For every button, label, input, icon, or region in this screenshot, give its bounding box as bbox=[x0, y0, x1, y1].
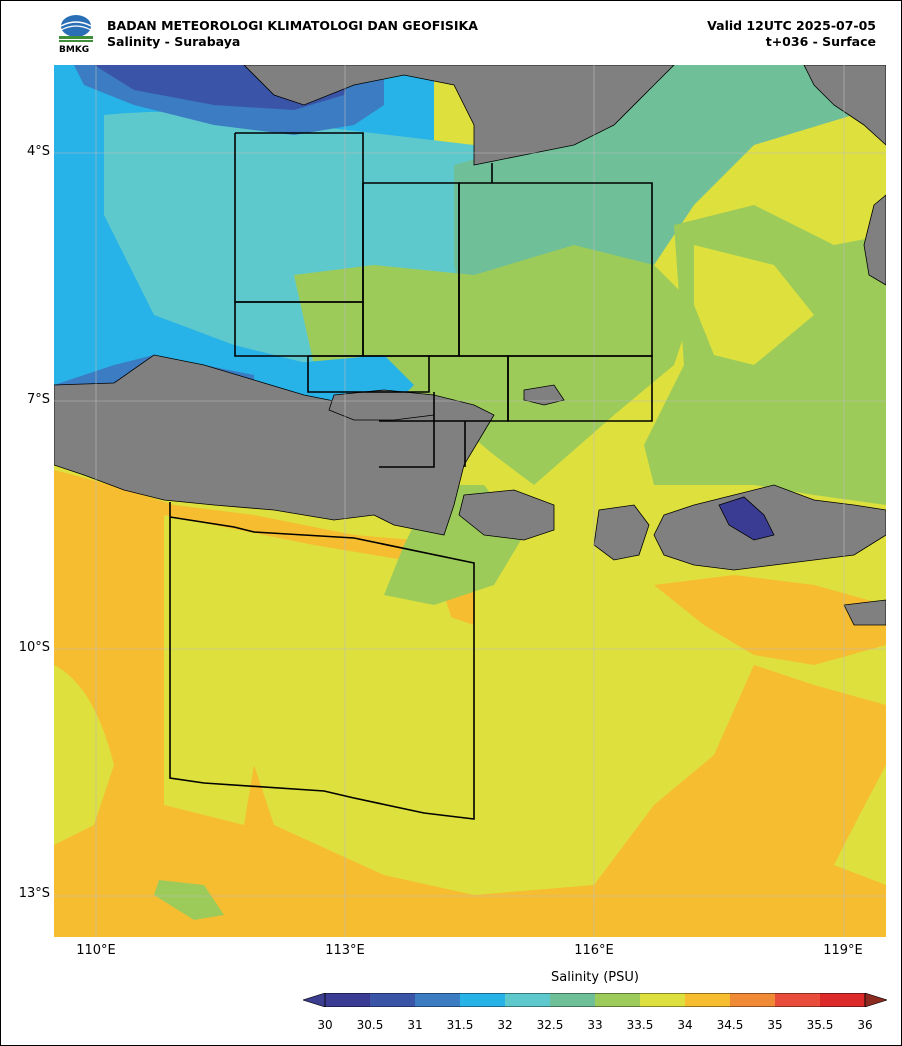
colorbar-tick-label: 31.5 bbox=[446, 1018, 474, 1032]
lon-label-110e: 110°E bbox=[76, 943, 116, 958]
colorbar-swatch bbox=[505, 993, 551, 1007]
colorbar-tick-label: 34 bbox=[677, 1018, 693, 1032]
lon-label-119e: 119°E bbox=[823, 943, 863, 958]
bmkg-logo bbox=[59, 15, 93, 42]
sea-se-orange bbox=[654, 575, 886, 665]
agency-name: BADAN METEOROLOGI KLIMATOLOGI DAN GEOFIS… bbox=[107, 18, 478, 33]
colorbar-tick-label: 30 bbox=[317, 1018, 333, 1032]
colorbar-tick-label: 33 bbox=[587, 1018, 603, 1032]
colorbar-outline bbox=[324, 993, 866, 1007]
colorbar-swatch bbox=[325, 993, 371, 1007]
land bbox=[54, 65, 886, 626]
colorbar-tick-label: 33.5 bbox=[626, 1018, 654, 1032]
land-java bbox=[54, 354, 495, 536]
colorbar-swatch bbox=[640, 993, 686, 1007]
land-madura bbox=[328, 389, 435, 421]
land-bali bbox=[458, 489, 555, 541]
graticule bbox=[54, 65, 886, 937]
colorbar-tick-label: 34.5 bbox=[716, 1018, 744, 1032]
colorbar-swatch bbox=[370, 993, 416, 1007]
region-madura bbox=[307, 355, 430, 393]
sea-south-34-ylw1 bbox=[54, 665, 114, 845]
sea-west-ylw bbox=[164, 515, 454, 825]
forecast-step: t+036 - Surface bbox=[765, 34, 876, 49]
sea-east-ylw bbox=[694, 245, 814, 365]
logo-text: BMKG bbox=[59, 45, 90, 55]
header-left: BADAN METEOROLOGI KLIMATOLOGI DAN GEOFIS… bbox=[107, 18, 478, 50]
valid-time: Valid 12UTC 2025-07-05 bbox=[707, 18, 876, 33]
sea-green-patch bbox=[154, 880, 224, 920]
land-kangean bbox=[523, 384, 565, 406]
colorbar-over-arrow bbox=[864, 993, 887, 1007]
colorbar-swatch bbox=[550, 993, 596, 1007]
lat-label-4s: 4°S bbox=[26, 144, 50, 159]
colorbar-swatch bbox=[820, 993, 866, 1007]
salinity-map bbox=[54, 65, 886, 937]
lat-label-13s: 13°S bbox=[18, 886, 50, 901]
header-right: Valid 12UTC 2025-07-05 t+036 - Surface bbox=[707, 18, 876, 50]
map-subtitle: Salinity - Surabaya bbox=[107, 34, 241, 49]
region-strait bbox=[379, 420, 435, 468]
land-sulawesi-south bbox=[863, 194, 886, 286]
region-boundaries bbox=[169, 132, 653, 820]
colorbar-swatch bbox=[775, 993, 821, 1007]
land-sulawesi bbox=[803, 65, 886, 146]
lat-label-10s: 10°S bbox=[18, 640, 50, 655]
lon-label-116e: 116°E bbox=[574, 943, 614, 958]
region-south bbox=[169, 502, 475, 820]
colorbar-tick-label: 30.5 bbox=[356, 1018, 384, 1032]
lat-label-7s: 7°S bbox=[26, 392, 50, 407]
colorbar-tick-label: 32 bbox=[497, 1018, 513, 1032]
colorbar-swatch bbox=[730, 993, 776, 1007]
colorbar bbox=[303, 993, 887, 1007]
colorbar-tick-label: 32.5 bbox=[536, 1018, 564, 1032]
colorbar-swatch bbox=[460, 993, 506, 1007]
lake-sumbawa bbox=[718, 496, 775, 541]
colorbar-tick-label: 36 bbox=[857, 1018, 873, 1032]
land-sumba bbox=[843, 599, 886, 626]
colorbar-under-arrow bbox=[303, 993, 326, 1007]
colorbar-swatch bbox=[685, 993, 731, 1007]
land-kalimantan bbox=[243, 65, 675, 166]
colorbar-tick-label: 35 bbox=[767, 1018, 783, 1032]
colorbar-tick-label: 31 bbox=[407, 1018, 423, 1032]
colorbar-title: Salinity (PSU) bbox=[551, 970, 639, 985]
colorbar-swatch bbox=[415, 993, 461, 1007]
sea-south-34-ylw2 bbox=[834, 765, 886, 885]
colorbar-tick-label: 35.5 bbox=[806, 1018, 834, 1032]
region-kangean bbox=[507, 355, 653, 422]
lon-label-113e: 113°E bbox=[325, 943, 365, 958]
colorbar-swatch bbox=[595, 993, 641, 1007]
